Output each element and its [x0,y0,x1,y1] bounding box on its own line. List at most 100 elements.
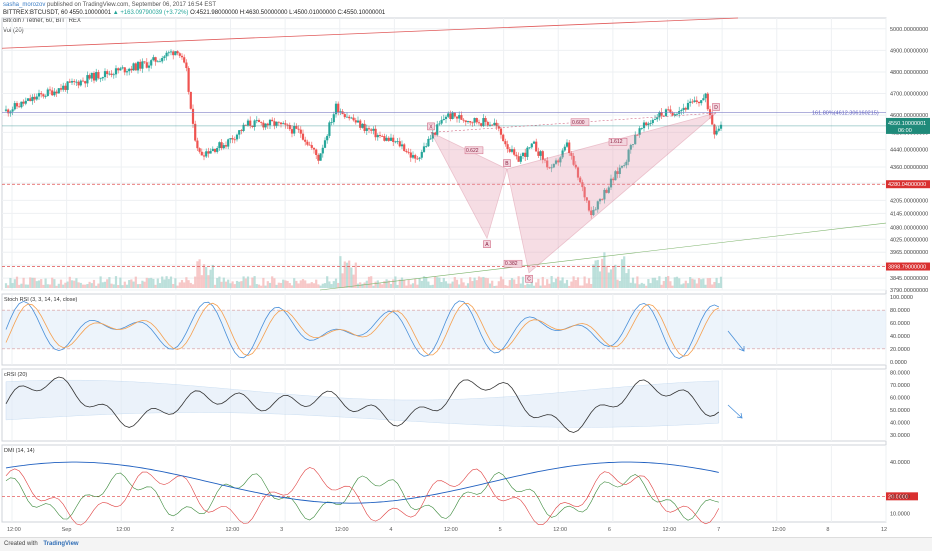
candle-body [561,150,564,158]
volume-bar [642,283,646,288]
candle-body [409,152,412,158]
candle-body [308,144,311,146]
volume-bar [469,277,472,288]
candle-body [176,51,179,54]
volume-bar [645,285,648,288]
candle-body [480,123,483,126]
price-tick-label: 3965.00000000 [890,250,928,256]
volume-bar [669,281,672,288]
dmi-level-tag-bg [886,492,918,501]
time-axis-label: 12:00 [335,527,349,533]
volume-bar [62,284,65,288]
volume-bar [695,283,698,288]
candle-body [488,124,492,126]
volume-bar [337,282,340,288]
candle-body [442,119,445,121]
candle-body [557,160,560,163]
volume-bar [119,277,122,288]
volume-bar [22,277,25,288]
candle-body [651,119,654,124]
volume-bar [704,284,707,288]
stoch-tick-label: 40.0000 [890,334,910,340]
volume-bar [618,280,621,288]
volume-bar [211,264,214,288]
volume-bar [350,267,353,288]
candle-body [477,122,481,124]
volume-bar [660,284,663,288]
volume-bar [176,285,179,288]
volume-bar [123,281,126,288]
candle-body [268,119,272,126]
candle-body [172,51,175,56]
volume-bar [282,279,285,288]
volume-bar [460,278,463,288]
volume-bar [185,277,188,288]
candle-body [134,63,137,71]
stoch-tick-label: 20.0000 [890,347,910,353]
candle-body [499,128,503,135]
volume-bar [172,283,175,288]
volume-bar [310,282,313,288]
volume-bar [114,276,118,288]
volume-bar [607,272,610,288]
volume-bar [317,284,320,288]
candle-body [209,151,212,154]
volume-bar [86,284,89,288]
candle-body [574,164,577,168]
volume-bar [444,281,448,288]
candle-body [40,93,43,95]
crsi-tick-label: 60.0000 [890,396,910,402]
volume-bar [447,283,450,288]
candle-body [684,107,687,110]
volume-bar [231,281,234,288]
candle-body [132,63,135,71]
candle-body [387,137,390,141]
trendline-top [1,17,739,49]
candle-body [84,81,87,84]
candle-body [90,72,93,79]
volume-bar [145,277,148,288]
volume-bar [552,282,555,288]
volume-bar [106,279,109,288]
candle-body [524,152,527,157]
volume-bar [273,278,276,288]
volume-bar [222,277,225,288]
stoch-arrow-icon [727,330,745,352]
candle-body [315,149,318,156]
candle-body [405,150,408,152]
volume-bar [550,276,553,288]
volume-bar [491,280,494,288]
volume-bar [416,284,419,288]
candle-body [44,95,47,97]
volume-bar [517,276,520,288]
volume-bar [191,284,195,288]
candle-body [141,61,144,69]
volume-bar [227,279,230,288]
tradingview-logo-text[interactable]: TradingView [43,541,79,547]
candle-body [398,141,401,147]
candle-body [20,101,23,108]
volume-bar [266,281,269,288]
author-link[interactable]: sasha_morozov [3,2,46,8]
volume-bar [576,277,580,288]
volume-bar [187,280,190,288]
candle-body [543,159,547,161]
candle-body [169,51,173,53]
candle-body [535,141,538,152]
volume-bar [673,277,676,288]
candle-body [194,123,197,141]
ratio-label: 0.382 [505,261,518,267]
price-tick-label: 3790.00000000 [890,288,928,294]
candle-body [220,142,223,149]
volume-bar [671,285,674,288]
chart-canvas[interactable]: 5000.00000000 4900.00000000 4800.00000000 4… [0,0,932,537]
volume-bar [702,278,705,288]
volume-bar [53,279,56,288]
volume-bar [108,277,111,288]
volume-bar [361,283,364,288]
volume-bar [530,280,533,288]
volume-bar [568,285,571,288]
volume-bar [429,285,432,288]
candle-body [682,107,685,111]
candle-body [332,114,335,123]
